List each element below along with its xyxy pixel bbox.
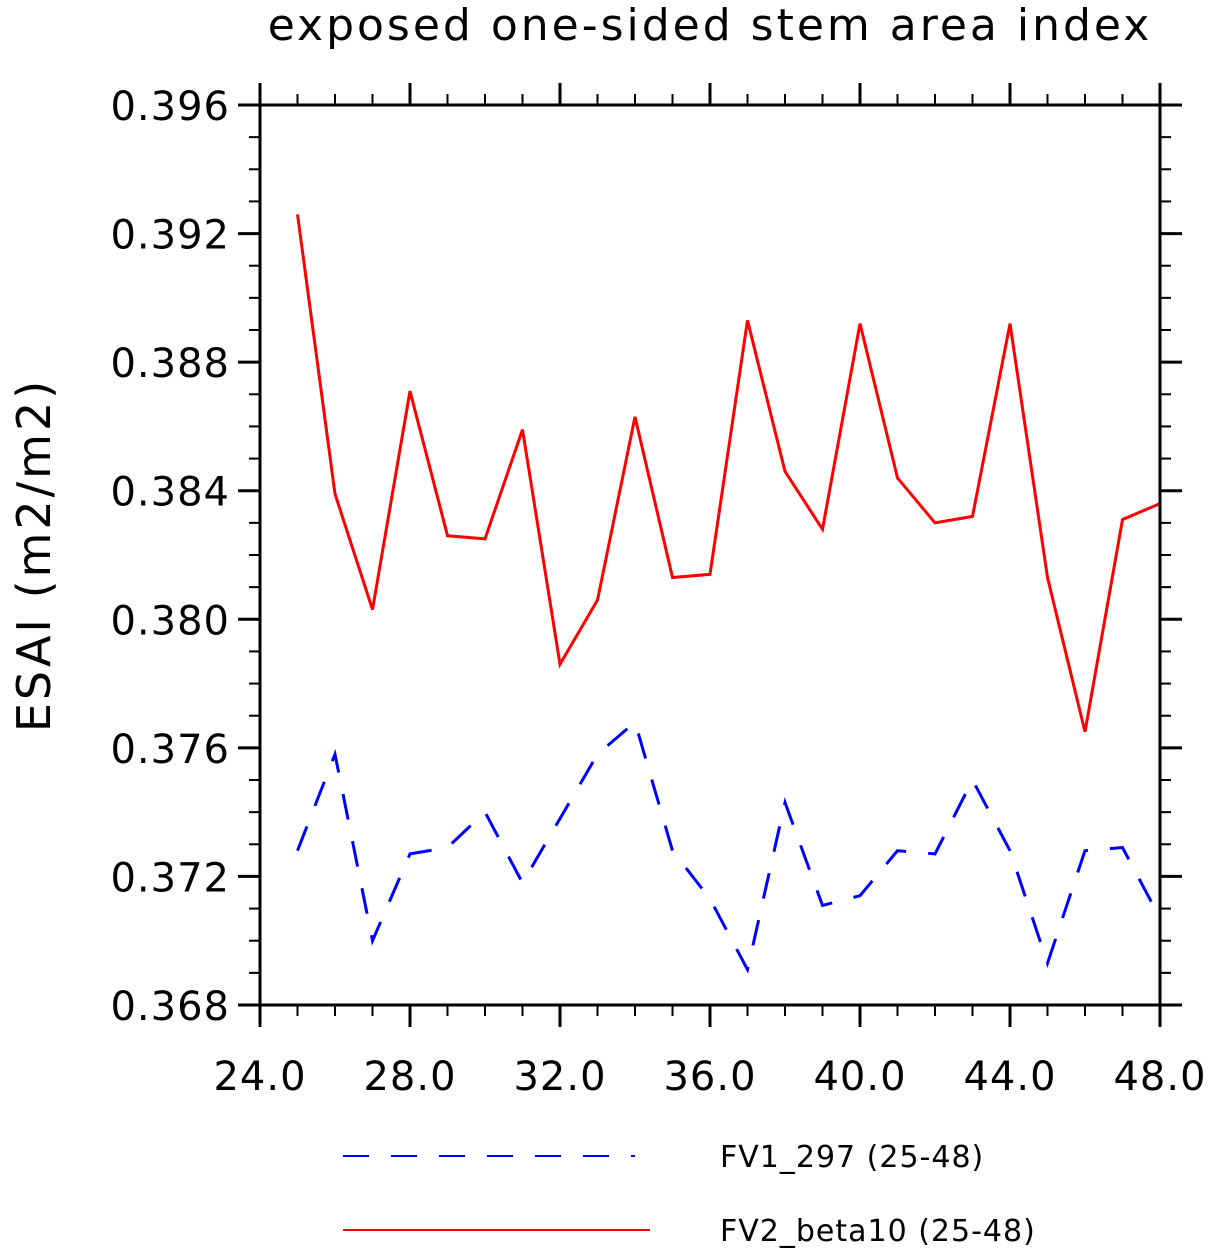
x-tick-label: 36.0 (663, 1054, 756, 1100)
axis-tick-labels: 24.0 28.0 32.0 36.0 40.0 44.0 48.0 0.368 0.372 0.… (110, 84, 1206, 1100)
y-tick-label: 0.380 (110, 598, 230, 644)
series-layer (296, 214, 1162, 974)
y-tick-label: 0.376 (110, 727, 230, 773)
legend-label-2: FV2_beta10 (25-48) (720, 1214, 1036, 1248)
series-line-2 (296, 214, 1161, 733)
y-tick-label: 0.368 (110, 984, 230, 1030)
series-line-1 (296, 719, 1162, 974)
axis-ticks (238, 83, 1182, 1027)
legend-label-1: FV1_297 (25-48) (720, 1140, 984, 1175)
plot-frame (258, 103, 1162, 1007)
y-tick-label: 0.396 (110, 84, 230, 130)
y-tick-label: 0.372 (110, 855, 230, 901)
y-tick-label: 0.392 (110, 213, 230, 259)
x-tick-label: 24.0 (213, 1054, 306, 1100)
x-tick-label: 40.0 (813, 1054, 906, 1100)
x-tick-label: 32.0 (513, 1054, 606, 1100)
chart-title: exposed one-sided stem area index (268, 0, 1153, 51)
x-tick-label: 28.0 (363, 1054, 456, 1100)
y-tick-label: 0.388 (110, 341, 230, 387)
legend: FV1_297 (25-48) FV2_beta10 (25-48) (343, 1140, 1036, 1248)
x-tick-label: 48.0 (1113, 1054, 1206, 1100)
y-tick-label: 0.384 (110, 470, 230, 516)
x-tick-label: 44.0 (963, 1054, 1056, 1100)
y-axis-label: ESAI (m2/m2) (7, 378, 61, 732)
